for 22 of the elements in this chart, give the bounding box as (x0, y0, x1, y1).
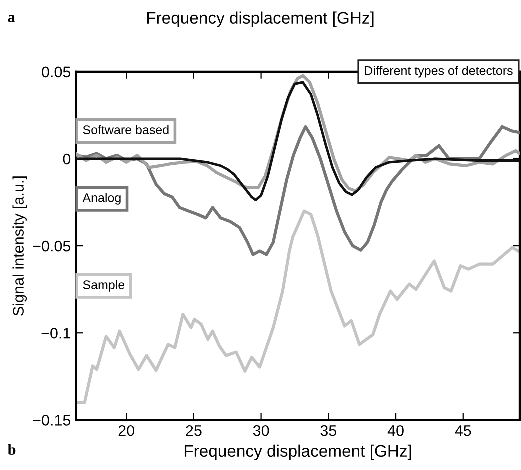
y-tick-label: 0 (63, 154, 71, 165)
x-tick-label: 30 (253, 425, 270, 436)
x-tick-label: 40 (388, 425, 404, 436)
x-tick-label: 35 (320, 425, 337, 436)
y-tick-label: −0.15 (33, 415, 71, 426)
y-tick-label: −0.05 (33, 240, 71, 252)
series-label: Software based (83, 125, 169, 134)
y-tick-label: −0.1 (42, 328, 70, 339)
y-axis-title: Signal intensity [a.u.] (12, 176, 27, 316)
line-series (76, 125, 520, 256)
text: a (8, 15, 16, 22)
text: Analog (82, 193, 121, 205)
line-series (76, 210, 520, 404)
chart-title: Frequency displacement [GHz] (147, 12, 374, 28)
x-tick-label: 45 (455, 426, 472, 436)
y-tick-label: 0.05 (42, 66, 71, 78)
text: Sample (83, 280, 125, 292)
x-tick-label: 20 (118, 425, 134, 436)
text: b (8, 444, 16, 456)
x-axis-title: Frequency displacement [GHz] (184, 444, 412, 460)
annotation: Different types of detectors (365, 66, 513, 78)
x-tick-label: 25 (186, 425, 202, 436)
